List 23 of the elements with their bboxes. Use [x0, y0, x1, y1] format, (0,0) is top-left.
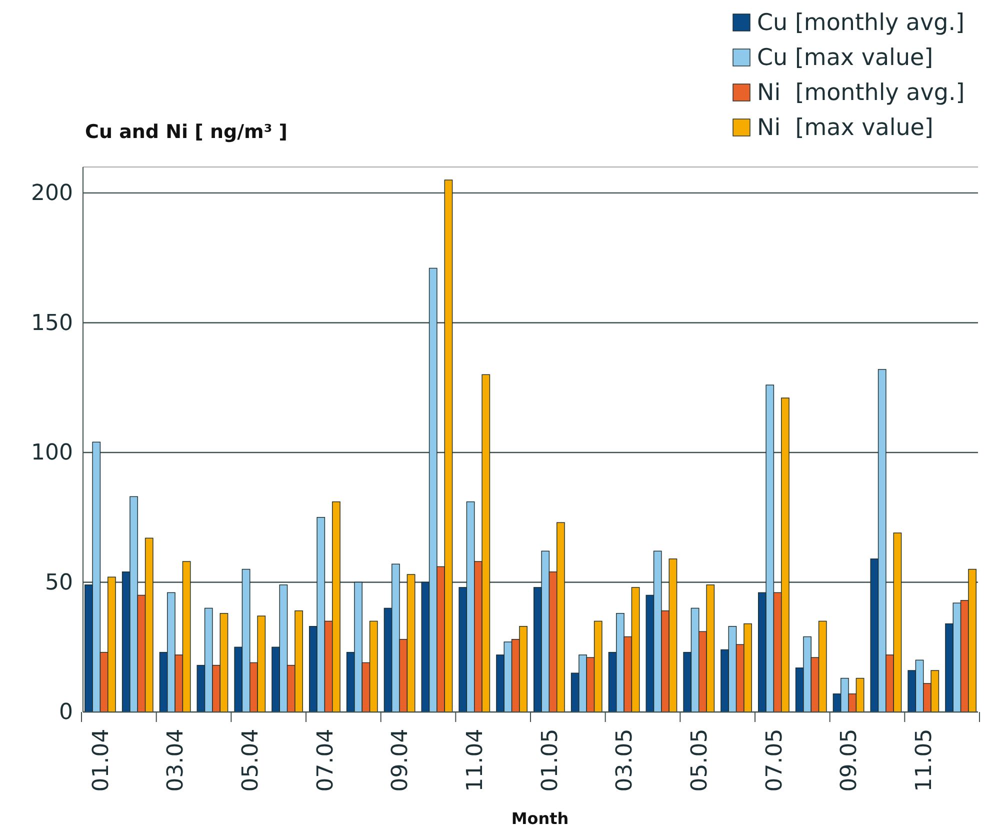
x-axis-title: Month: [511, 809, 569, 828]
x-tick-label: 01.04: [88, 728, 114, 792]
y-tick-label: 50: [45, 570, 73, 596]
x-tick-label: 05.04: [238, 728, 264, 792]
x-tick-label: 07.05: [762, 728, 788, 792]
x-tick-label: 03.05: [612, 728, 638, 792]
legend-label: Cu [max value]: [757, 45, 934, 71]
x-tick-label: 11.05: [912, 728, 938, 792]
x-tick-label: 03.04: [164, 728, 189, 792]
y-tick-label: 200: [31, 180, 73, 206]
y-tick-label: 0: [59, 700, 73, 726]
x-tick-label: 11.04: [463, 728, 488, 792]
x-tick-label: 01.05: [538, 728, 563, 792]
x-tick-label: 07.04: [313, 728, 338, 792]
y-tick-label: 150: [31, 310, 73, 336]
chart-title: Cu and Ni [ ng/m³ ]: [85, 121, 288, 143]
x-tick-label: 09.05: [837, 728, 862, 792]
legend-label: Ni [monthly avg.]: [757, 80, 965, 106]
x-tick-label: 09.04: [388, 728, 414, 792]
legend-label: Cu [monthly avg.]: [757, 10, 964, 36]
legend-label: Ni [max value]: [757, 115, 934, 141]
y-tick-label: 100: [31, 440, 73, 466]
x-tick-label: 05.05: [688, 728, 713, 792]
